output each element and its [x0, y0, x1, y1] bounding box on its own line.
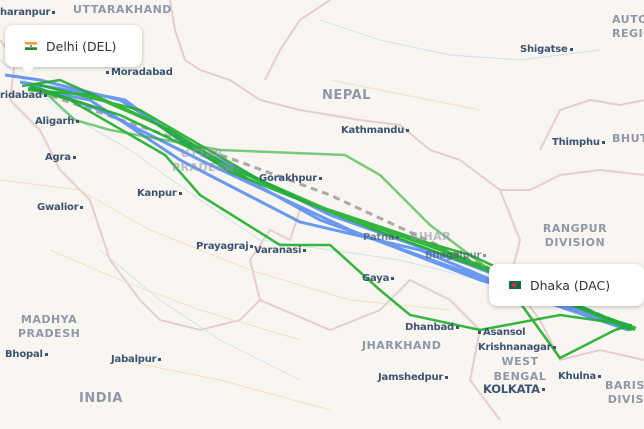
region-label: BARISHAL DIVISION	[604, 379, 644, 406]
region-label: UTTARAKHAND	[73, 3, 172, 16]
city-label: Asansol	[478, 327, 526, 338]
city-label: Gwalior	[37, 202, 84, 213]
city-label: Thimphu	[552, 137, 605, 148]
region-label: UTTAR PRADESH	[172, 147, 235, 174]
region-label: INDIA	[79, 391, 123, 406]
region-label: NEPAL	[322, 88, 371, 103]
bangladesh-flag-icon	[509, 281, 521, 289]
region-label: AUTONOMOUS REGION	[612, 13, 644, 40]
city-label: Aligarh	[35, 116, 80, 127]
city-label: Krishnanagar	[478, 342, 557, 353]
city-label: Gaya	[362, 273, 395, 284]
region-label: WEST BENGAL	[493, 355, 547, 383]
city-label: Patna	[363, 232, 400, 243]
city-label: Shigatse	[520, 44, 573, 55]
city-label: Jamshedpur	[378, 372, 449, 383]
city-label: Bhopal	[5, 349, 48, 360]
city-label: Kathmandu	[341, 125, 410, 136]
state-lines	[0, 79, 481, 411]
region-label: BHUTAN	[612, 132, 644, 145]
origin-label: Delhi (DEL)	[46, 38, 117, 54]
origin-airport-popup[interactable]: Delhi (DEL)	[5, 25, 142, 74]
india-flag-icon	[25, 42, 37, 50]
city-label: Jabalpur	[111, 354, 162, 365]
city-label: Varanasi	[254, 245, 307, 256]
region-label: JHARKHAND	[362, 339, 442, 352]
city-label: Bhagalpur	[425, 250, 487, 261]
city-label: Dhanbad	[405, 322, 459, 333]
region-label: RANGPUR DIVISION	[542, 222, 608, 249]
region-label: MADHYA PRADESH	[18, 313, 81, 340]
city-label: haranpur	[0, 7, 56, 18]
city-label: KOLKATA	[483, 382, 545, 396]
city-label: Moradabad	[106, 67, 173, 78]
city-label: Agra	[45, 152, 76, 163]
destination-airport-popup[interactable]: Dhaka (DAC)	[489, 264, 644, 306]
city-label: ridabad	[0, 90, 47, 101]
city-label: Prayagraj	[196, 241, 254, 252]
city-label: Kanpur	[137, 188, 182, 199]
region-label: BIHAR	[410, 230, 452, 243]
destination-label: Dhaka (DAC)	[530, 277, 611, 293]
city-label: Gorakhpur	[259, 173, 322, 184]
city-label: Khulna	[558, 371, 602, 382]
